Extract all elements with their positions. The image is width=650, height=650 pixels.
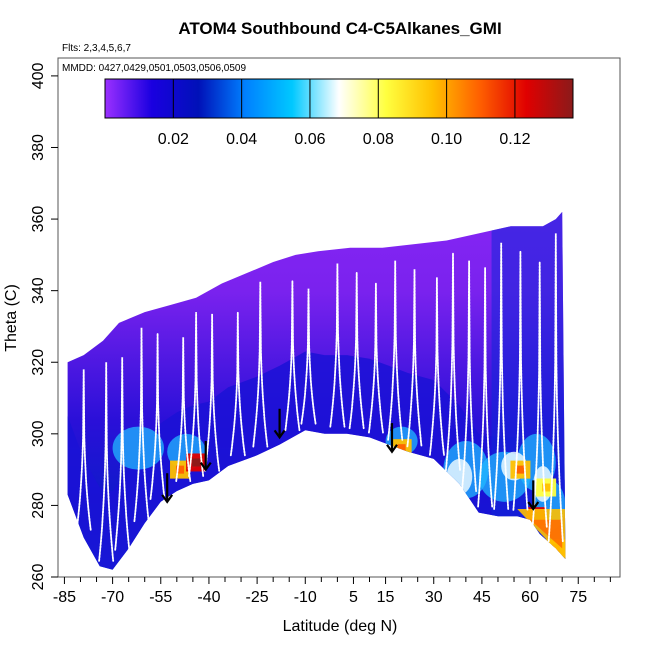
flights-label: Flts: 2,3,4,5,6,7 — [62, 43, 131, 54]
flight-profile — [348, 272, 365, 430]
mmdd-label: MMDD: 0427,0429,0501,0503,0506,0509 — [62, 63, 246, 74]
arrow-head — [386, 444, 398, 454]
flight-profile — [493, 242, 510, 510]
high-value-core — [176, 465, 185, 474]
flight-profile — [444, 253, 462, 472]
x-tick-label: -55 — [149, 589, 172, 606]
colorbar-tick-label: 0.12 — [499, 131, 530, 148]
x-tick-label: 75 — [569, 589, 587, 606]
y-tick-label: 400 — [30, 62, 47, 89]
high-value-core — [516, 465, 525, 474]
x-tick-label: -85 — [53, 589, 76, 606]
y-tick-label: 320 — [30, 349, 47, 376]
flight-profiles — [75, 233, 564, 562]
y-tick-label: 300 — [30, 420, 47, 447]
plot-frame — [57, 57, 621, 578]
x-tick-label: 30 — [425, 589, 443, 606]
flight-profile — [428, 277, 445, 456]
flight-profile — [114, 357, 131, 551]
x-tick-label: -10 — [294, 589, 317, 606]
flight-profile — [547, 233, 564, 543]
field-patch-mid — [112, 426, 164, 470]
flight-profile — [531, 261, 548, 528]
x-tick-label: 5 — [349, 589, 358, 606]
x-tick-label: 45 — [473, 589, 491, 606]
x-tick-label: -70 — [101, 589, 124, 606]
y-tick-label: 260 — [30, 564, 47, 591]
x-tick-label: -40 — [197, 589, 220, 606]
chart-title: ATOM4 Southbound C4-C5Alkanes_GMI — [178, 19, 501, 38]
arrow-head — [527, 501, 540, 511]
flight-profile — [175, 337, 192, 483]
x-tick-label: -25 — [246, 589, 269, 606]
chart-header: ATOM4 Southbound C4-C5Alkanes_GMI Flts: … — [62, 19, 502, 74]
arrow-head — [161, 494, 174, 504]
flight-profile — [229, 312, 246, 457]
y-tick-label: 380 — [30, 134, 47, 161]
colorbar-tick-label: 0.06 — [294, 131, 325, 148]
colorbar: 0.02 0.04 0.06 0.08 0.10 0.12 — [104, 78, 574, 148]
axes: -85 -70 -55 -40 -25 -10 5 15 30 45 60 75 260 280 300 32… — [30, 62, 611, 606]
x-axis-label: Latitude (deg N) — [283, 618, 398, 635]
arrows — [161, 408, 540, 511]
concentration-field — [67, 211, 566, 570]
high-value-core — [542, 483, 551, 492]
low-altitude-band — [67, 351, 566, 570]
flight-profile — [512, 251, 529, 511]
northern-wedge-core — [530, 519, 563, 549]
flight-profile — [149, 333, 166, 500]
flight-profile — [204, 313, 221, 472]
flight-profile — [75, 369, 92, 532]
y-tick-label: 360 — [30, 206, 47, 233]
flight-profile — [300, 288, 317, 425]
high-value-core — [192, 458, 201, 467]
colorbar-tick-label: 0.10 — [431, 131, 462, 148]
flight-profile — [329, 263, 346, 428]
flight-profile — [188, 312, 205, 478]
high-value-core — [397, 444, 406, 453]
flight-profile — [387, 260, 404, 441]
flight-profile — [406, 269, 423, 448]
flight-profile — [367, 283, 384, 434]
y-tick-label: 340 — [30, 277, 47, 304]
y-tick-label: 280 — [30, 492, 47, 519]
colorbar-tick-label: 0.02 — [158, 131, 189, 148]
flight-profile — [284, 280, 301, 432]
arrow-head — [199, 461, 212, 472]
flight-profile — [133, 327, 150, 523]
colorbar-tick-label: 0.08 — [363, 131, 394, 148]
flight-profile — [252, 281, 269, 448]
colorbar-bar — [104, 78, 574, 119]
x-tick-label: 60 — [521, 589, 539, 606]
arrow-head — [273, 429, 286, 440]
colorbar-tick-label: 0.04 — [226, 131, 257, 148]
flight-profile — [98, 362, 115, 562]
x-tick-label: 15 — [377, 589, 395, 606]
y-axis-label: Theta (C) — [3, 284, 20, 352]
flight-profile — [461, 260, 478, 493]
plot-area — [57, 57, 621, 578]
flight-profile — [477, 267, 494, 508]
